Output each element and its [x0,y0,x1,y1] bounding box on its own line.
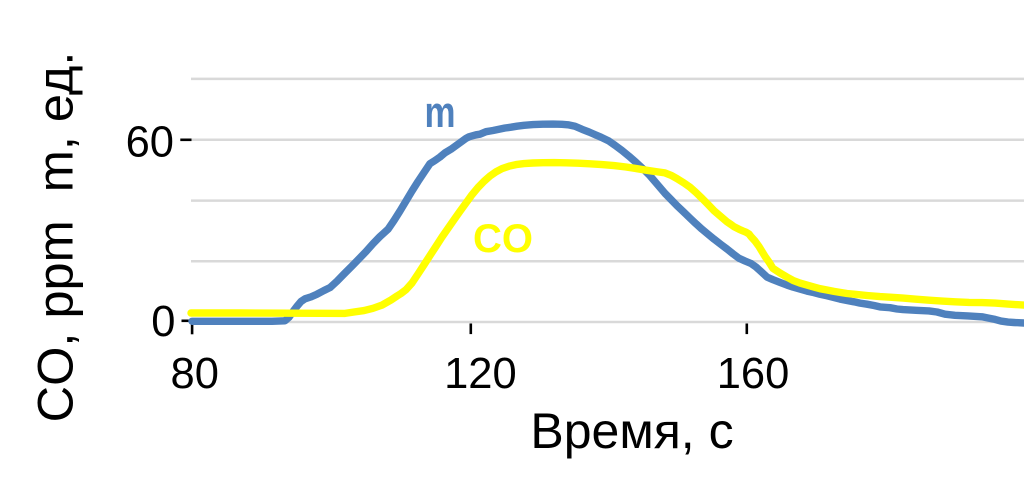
svg-text:Время, с: Время, с [530,403,733,459]
svg-text:CO, ppm m, ед.: CO, ppm m, ед. [27,52,84,423]
svg-text:120: 120 [444,350,517,398]
svg-text:60: 60 [126,118,174,166]
svg-text:m: m [425,88,456,137]
svg-text:0: 0 [151,298,175,346]
svg-text:80: 80 [171,350,219,398]
svg-text:CO: CO [473,217,533,261]
svg-text:160: 160 [717,350,790,398]
